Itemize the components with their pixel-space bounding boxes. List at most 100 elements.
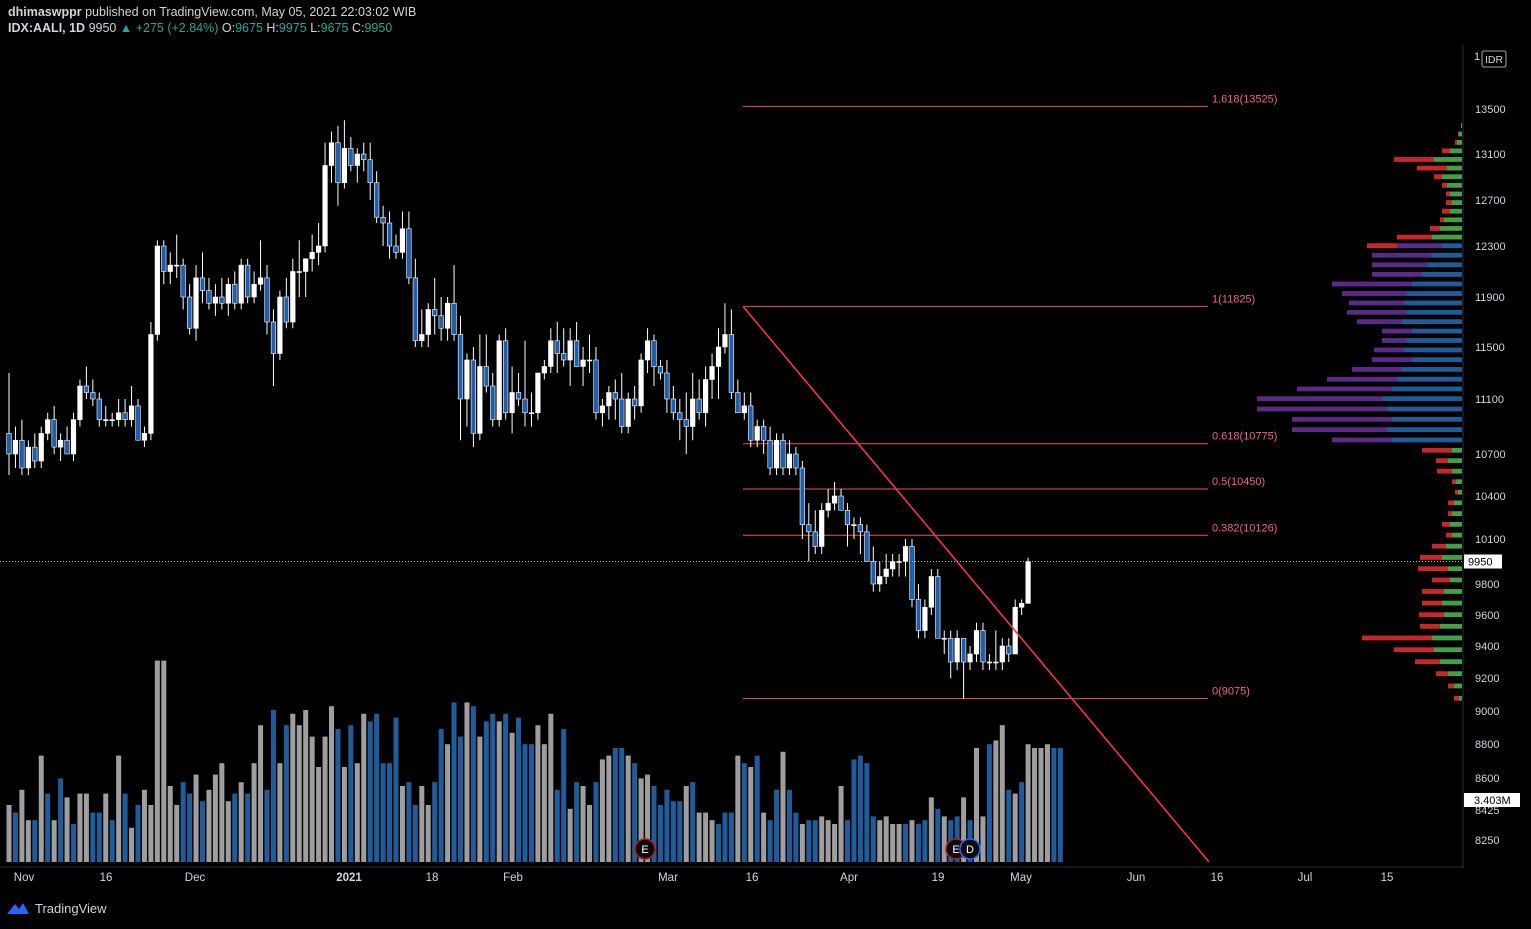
vp-row-green [1442,174,1462,180]
vp-row-red [1397,234,1432,240]
candle-body [470,359,477,434]
vp-row-green [1434,647,1462,653]
vp-row-red [1362,635,1432,641]
event-marker-label: E [641,844,648,856]
volume-bar [786,789,792,862]
volume-bar [212,774,218,862]
volume-bar [541,744,547,862]
candle-body [206,290,212,304]
volume-bar [864,763,870,862]
vp-row-green [1458,489,1462,495]
volume-bar [806,820,812,862]
candle-body [361,153,367,161]
candle-body [167,264,173,272]
volume-bar [193,774,199,862]
candle-body [722,334,728,348]
volume-bar [587,805,592,862]
volume-bar [1025,744,1031,862]
price-tick-label: 9200 [1475,673,1499,685]
candle-body [806,524,812,533]
vp-row-green [1450,521,1462,527]
volume-bar [116,755,122,862]
tradingview-logo-icon[interactable] [6,900,30,916]
vp-row-green [1447,182,1462,188]
price-tick-label: 13100 [1475,149,1506,161]
trendline-segment [742,305,1210,863]
volume-bar [71,824,76,862]
candle-body [109,419,115,421]
volume-bar [696,812,702,862]
candle-body [393,245,399,253]
volume-bars [6,660,1063,862]
vp-row-green [1440,659,1462,665]
vp-row-green [1452,468,1462,474]
fib-retracement[interactable]: 1.618(13525) 1(11825) 0.618(10775) 0.5(1045… [743,93,1277,700]
candle-body [548,340,554,367]
price-tick-label: 10700 [1475,449,1506,461]
vp-row-purple [1372,271,1422,277]
candle-body [528,412,535,415]
symbol-name[interactable]: IDX:AALI, 1D [8,21,86,35]
candle-body [870,561,876,585]
volume-bar [206,789,212,862]
vp-row-blue [1407,309,1462,315]
time-tick-label: Jul [1298,872,1313,884]
candle-body [32,446,38,462]
price-tick-label: 12300 [1475,241,1506,253]
open-label: O: [221,21,236,35]
volume-bar [716,824,721,862]
volume-bar [419,786,425,862]
vp-row-green [1447,165,1462,171]
vp-row-purple [1332,437,1392,443]
volume-bar [857,755,863,862]
volume-bar [838,786,844,862]
last-price-value: 9950 [1468,557,1492,569]
candle-body [232,283,238,304]
candle-body [296,271,302,273]
vp-row-green [1442,600,1462,606]
candle-body [864,531,870,562]
vp-row-red [1394,157,1434,162]
volume-bar [909,820,915,862]
candle-body [851,524,857,526]
volume-profile [1257,123,1462,701]
volume-bar [361,713,367,862]
candle-body [490,385,496,420]
volume-bar [638,778,644,862]
price-tick-label: 10100 [1475,534,1506,546]
vp-row-red [1446,532,1452,538]
candle-body [290,271,296,323]
candle-body [638,359,644,407]
candle-body [322,165,328,247]
author-name[interactable]: dhimaswppr [8,5,82,19]
trendline[interactable] [742,305,1210,863]
volume-bar [961,797,967,862]
candle-body [245,264,251,298]
volume-bar [986,744,992,862]
last-price: 9950 [88,21,117,35]
price-axis[interactable]: 13500 13100 12700 12300 11900 11500 11100 10700… [1462,45,1507,868]
candle-body [38,433,44,462]
price-tick-label: 11900 [1475,292,1505,304]
candle-body [651,340,657,367]
volume-bar [883,816,889,862]
volume-bar [432,782,438,862]
vp-row-blue [1412,281,1462,287]
brand-name[interactable]: TradingView [35,900,107,916]
volume-bar [677,801,683,862]
candle-body [812,531,818,547]
vp-row-green [1446,543,1462,549]
volume-bar [83,793,89,862]
time-axis[interactable]: Nov 16 Dec 2021 18 Feb Mar 16 Apr 19 May Jun 16 Jul 15 [0,866,1463,884]
vp-row-red [1437,468,1452,474]
high-label: H: [266,21,279,35]
vp-row-purple [1332,281,1412,287]
price-tick-label: 9000 [1475,706,1499,718]
candle-body [148,334,154,434]
volume-bar [135,805,141,862]
time-tick-label: 16 [100,872,113,884]
candle-body [57,439,64,448]
candle-body [786,453,793,469]
